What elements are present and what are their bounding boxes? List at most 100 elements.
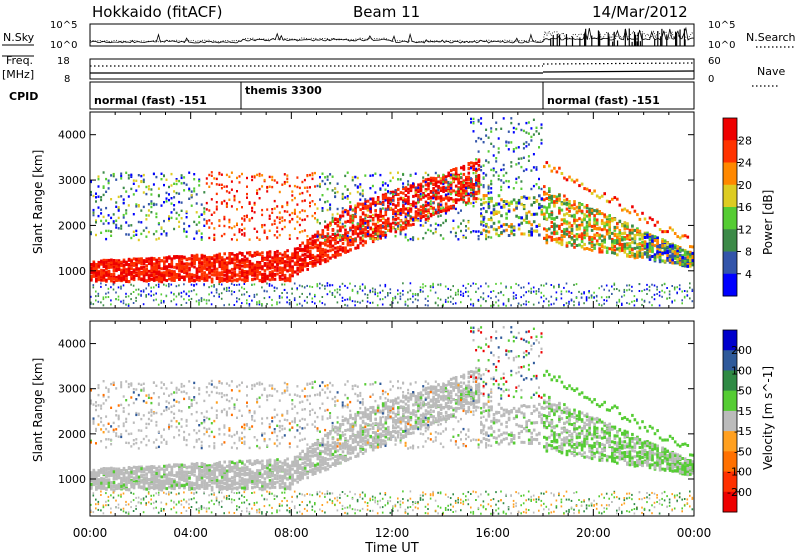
- rti-cell: [157, 187, 160, 190]
- rti-cell: [346, 234, 349, 237]
- rti-cell: [258, 187, 261, 191]
- rti-cell: [291, 259, 294, 263]
- rti-cell: [651, 242, 654, 246]
- rti-cell: [195, 283, 198, 286]
- rti-cell: [349, 192, 352, 195]
- rti-cell: [532, 201, 536, 204]
- rti-cell: [538, 290, 540, 293]
- rti-cell: [590, 294, 593, 297]
- rti-cell: [266, 267, 269, 271]
- rti-cell: [379, 210, 382, 214]
- rti-cell: [371, 287, 374, 290]
- rti-cell: [563, 235, 566, 238]
- rti-cell: [598, 233, 601, 237]
- rti-cell: [613, 232, 617, 236]
- rti-cell: [449, 187, 452, 190]
- rti-cell: [442, 198, 445, 201]
- rti-cell: [228, 255, 231, 259]
- rti-cell: [548, 197, 551, 201]
- rti-cell: [248, 218, 251, 221]
- rti-cell: [125, 233, 128, 236]
- rti-cell: [256, 192, 259, 195]
- rti-cell: [175, 263, 179, 266]
- rti-cell: [500, 179, 503, 182]
- rti-cell: [452, 189, 455, 193]
- freq-left-label-1: Freq.: [6, 54, 33, 67]
- rti-cell: [321, 235, 324, 238]
- rti-cell: [185, 301, 188, 304]
- rti-cell: [626, 246, 629, 250]
- rti-cell: [608, 235, 611, 239]
- rti-cell: [142, 289, 145, 292]
- rti-cell: [454, 170, 458, 174]
- rti-cell: [427, 173, 430, 177]
- rti-cell: [200, 236, 203, 239]
- rti-cell: [326, 232, 330, 236]
- rti-cell: [188, 257, 191, 261]
- rti-cell: [220, 297, 223, 300]
- rti-cell: [477, 120, 480, 123]
- rti-cell: [449, 191, 453, 195]
- rti-cell: [95, 200, 97, 203]
- rti-cell: [470, 284, 472, 287]
- rti-cell: [127, 280, 131, 284]
- rti-cell: [253, 253, 257, 257]
- rti-cell: [462, 181, 465, 184]
- rti-cell: [505, 304, 507, 307]
- rti-cell: [495, 160, 498, 163]
- rti-cell: [316, 238, 320, 242]
- rti-cell: [281, 270, 284, 274]
- rti-cell: [417, 211, 420, 215]
- rti-cell: [663, 259, 667, 263]
- rti-cell: [223, 261, 226, 265]
- rti-cell: [588, 238, 591, 241]
- rti-cell: [132, 193, 135, 196]
- rti-cell: [432, 210, 435, 213]
- rti-cell: [361, 283, 364, 286]
- rti-cell: [371, 239, 375, 242]
- rti-cell: [374, 209, 377, 213]
- rti-cell: [477, 298, 480, 301]
- rti-cell: [223, 304, 225, 307]
- rti-cell: [608, 289, 610, 292]
- rti-cell: [392, 217, 395, 221]
- rti-cell: [218, 283, 220, 286]
- rti-cell: [590, 236, 594, 239]
- rti-cell: [482, 218, 485, 221]
- rti-cell: [530, 187, 533, 191]
- rti-cell: [256, 265, 259, 269]
- rti-cell: [316, 246, 320, 250]
- rti-cell: [301, 268, 304, 272]
- rti-cell: [407, 191, 410, 195]
- rti-cell: [673, 299, 676, 302]
- rti-cell: [653, 239, 657, 242]
- rti-cell: [460, 180, 463, 184]
- rti-cell: [379, 236, 382, 240]
- rti-cell: [344, 174, 347, 178]
- rti-cell: [646, 283, 648, 286]
- rti-cell: [220, 264, 224, 268]
- rti-cell: [651, 283, 653, 286]
- rti-cell: [465, 203, 467, 207]
- rti-cell: [112, 288, 115, 291]
- rti-cell: [137, 185, 140, 188]
- rti-cell: [578, 243, 581, 247]
- rti-cell: [198, 299, 200, 302]
- rti-cell: [356, 202, 360, 206]
- rti-cell: [500, 168, 503, 172]
- rti-cell: [553, 223, 556, 227]
- rti-cell: [175, 182, 178, 186]
- rti-cell: [160, 273, 164, 277]
- rti-cell: [442, 237, 445, 240]
- rti-cell: [568, 234, 571, 238]
- rti-cell: [170, 272, 174, 276]
- rti-cell: [246, 251, 249, 255]
- rti-cell: [412, 295, 414, 298]
- rti-cell: [497, 174, 500, 177]
- rti-cell: [165, 232, 168, 235]
- rti-cell: [485, 282, 487, 285]
- rti-cell: [407, 239, 410, 242]
- rti-cell: [631, 231, 634, 235]
- rti-cell: [447, 171, 450, 175]
- rti-cell: [256, 293, 258, 296]
